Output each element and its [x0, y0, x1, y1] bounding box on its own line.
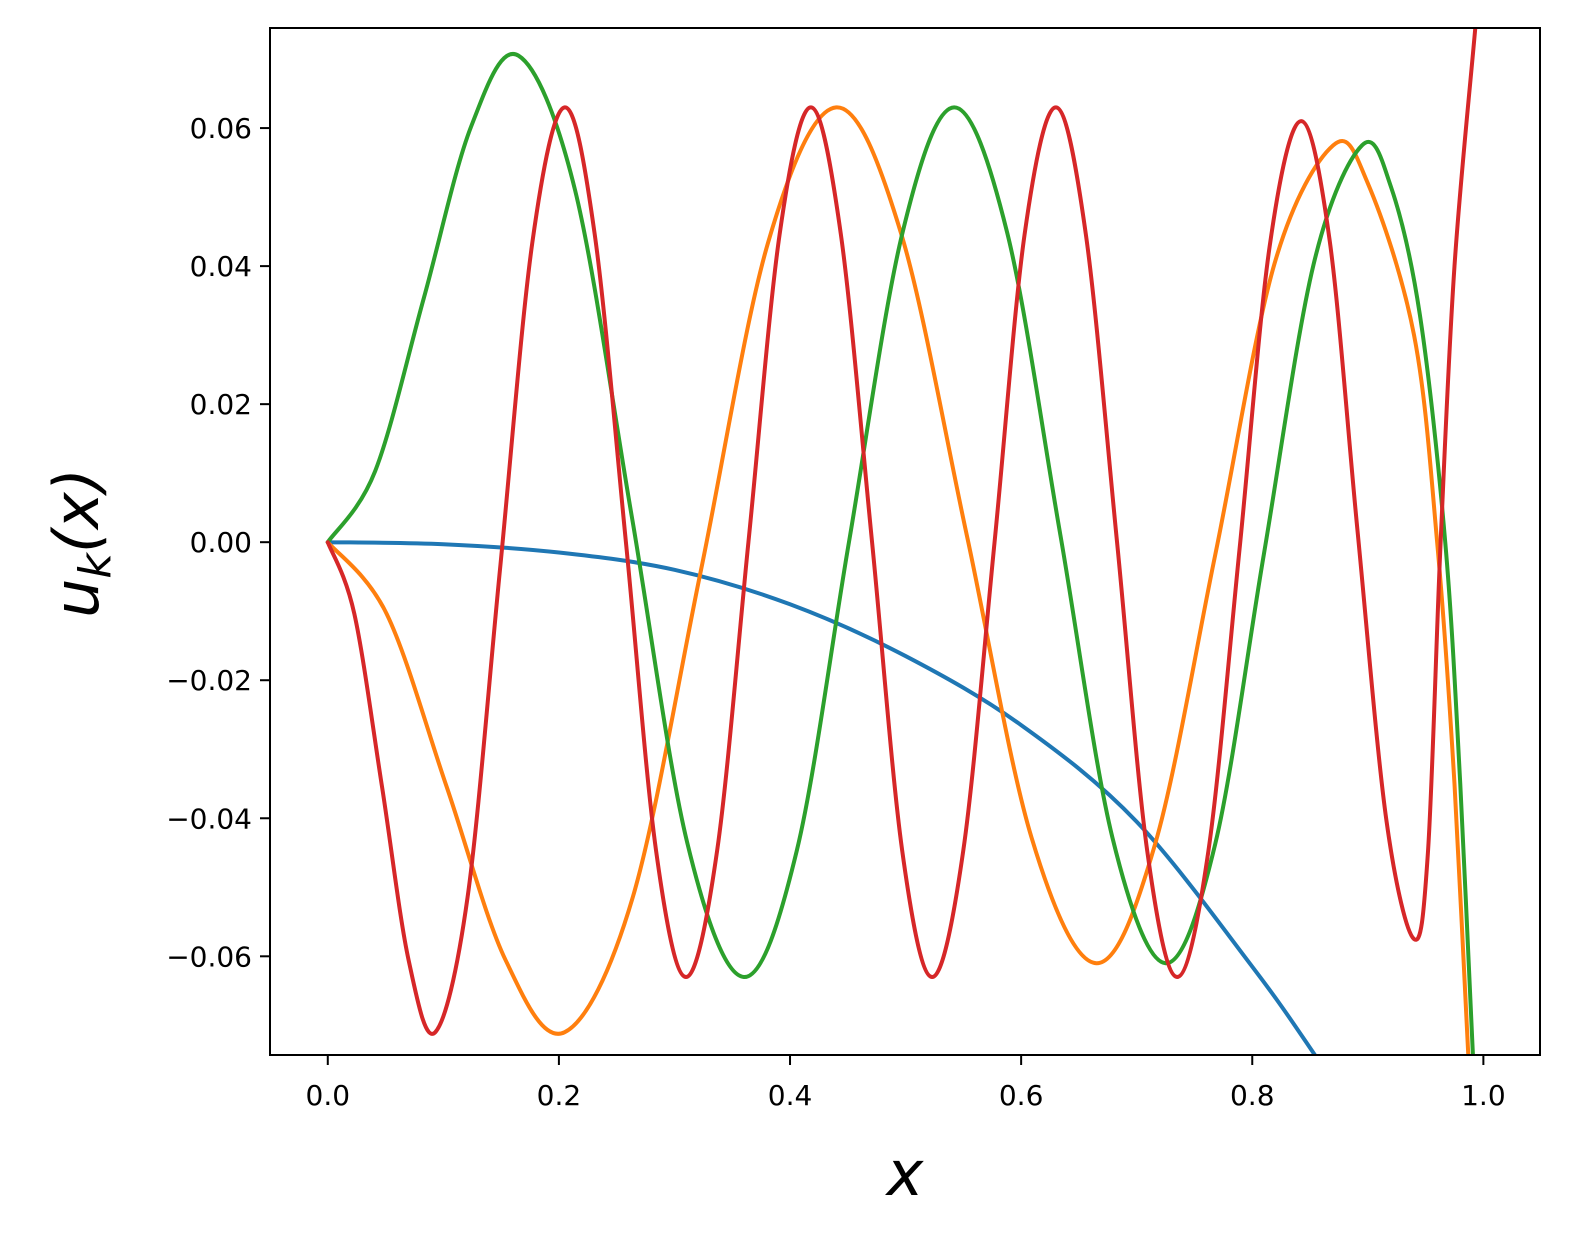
y-tick-label: 0.04 — [190, 250, 252, 283]
line-series — [325, 28, 1478, 1036]
line-series — [325, 105, 1471, 1055]
y-tick-label: −0.02 — [166, 664, 252, 697]
x-tick-label: 0.4 — [768, 1079, 813, 1112]
y-tick-label: −0.04 — [166, 802, 252, 835]
y-tick-label: −0.06 — [166, 940, 252, 973]
line-series — [325, 51, 1475, 1055]
x-axis-label: x — [885, 1137, 925, 1210]
x-tick-label: 0.6 — [999, 1079, 1044, 1112]
y-axis-label: uk(x) — [40, 468, 121, 618]
x-tick-label: 0.2 — [537, 1079, 582, 1112]
plot-area — [325, 28, 1478, 1055]
y-label-base: u — [40, 579, 113, 618]
x-tick-label: 1.0 — [1461, 1079, 1506, 1112]
x-tick-label: 0.0 — [306, 1079, 351, 1112]
y-label-sub: k — [70, 552, 121, 579]
y-label-arg: (x) — [40, 468, 113, 553]
x-tick-label: 0.8 — [1230, 1079, 1275, 1112]
y-tick-label: 0.06 — [190, 112, 252, 145]
y-tick-label: 0.02 — [190, 388, 252, 421]
y-tick-label: 0.00 — [190, 526, 252, 559]
line-series — [325, 540, 1318, 1055]
